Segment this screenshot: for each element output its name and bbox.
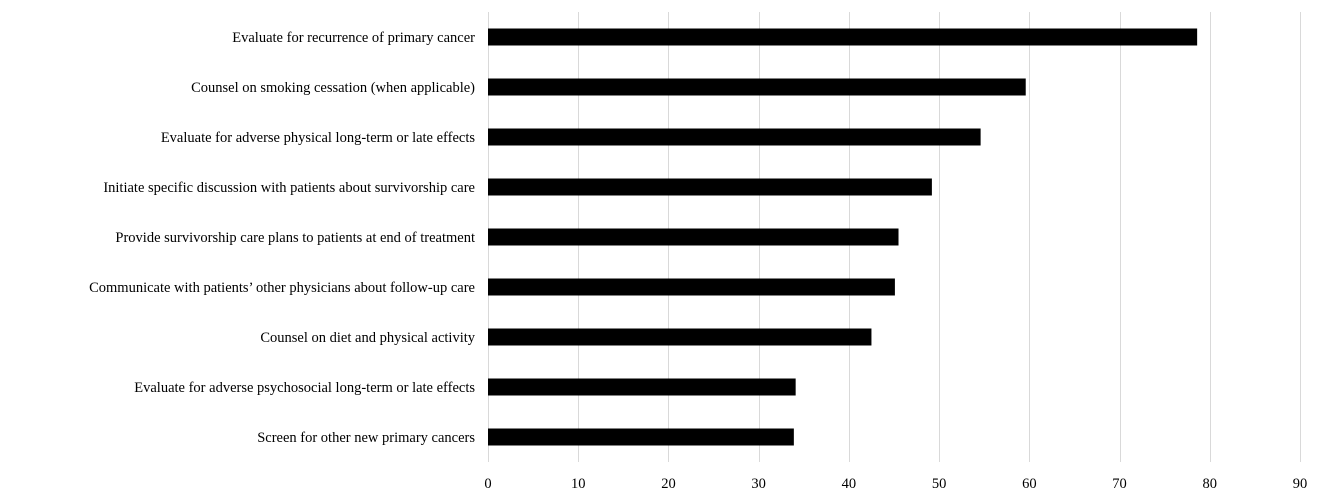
- x-tick-label-30: 30: [751, 476, 766, 490]
- bar-8: [488, 378, 796, 396]
- category-label-3: Evaluate for adverse physical long-term …: [161, 130, 476, 146]
- x-tick-label-10: 10: [571, 476, 586, 490]
- category-label-9: Screen for other new primary cancers: [257, 430, 475, 446]
- bar-9: [488, 428, 794, 446]
- category-label-1: Evaluate for recurrence of primary cance…: [232, 30, 475, 46]
- x-tick-label-90: 90: [1293, 476, 1308, 490]
- x-tick-label-60: 60: [1022, 476, 1037, 490]
- bar-5: [488, 228, 899, 246]
- bar-7: [488, 328, 872, 346]
- x-tick-label-80: 80: [1203, 476, 1218, 490]
- bars: [488, 28, 1198, 446]
- x-tick-label-50: 50: [932, 476, 947, 490]
- x-axis-tick-labels: 0 10 20 30 40 50 60 70 80 90: [484, 476, 1307, 490]
- bar-2: [488, 78, 1026, 96]
- x-tick-label-40: 40: [842, 476, 857, 490]
- category-label-2: Counsel on smoking cessation (when appli…: [191, 80, 475, 96]
- category-label-8: Evaluate for adverse psychosocial long-t…: [134, 380, 475, 396]
- bar-6: [488, 278, 895, 296]
- category-labels: Evaluate for recurrence of primary cance…: [89, 30, 476, 446]
- x-tick-label-0: 0: [484, 476, 491, 490]
- x-tick-label-20: 20: [661, 476, 676, 490]
- bar-3: [488, 128, 981, 146]
- category-label-4: Initiate specific discussion with patien…: [103, 180, 475, 196]
- x-tick-label-70: 70: [1112, 476, 1127, 490]
- bar-4: [488, 178, 932, 196]
- category-label-5: Provide survivorship care plans to patie…: [115, 230, 475, 246]
- category-label-7: Counsel on diet and physical activity: [260, 330, 475, 346]
- category-label-6: Communicate with patients’ other physici…: [89, 280, 475, 296]
- bar-1: [488, 28, 1198, 46]
